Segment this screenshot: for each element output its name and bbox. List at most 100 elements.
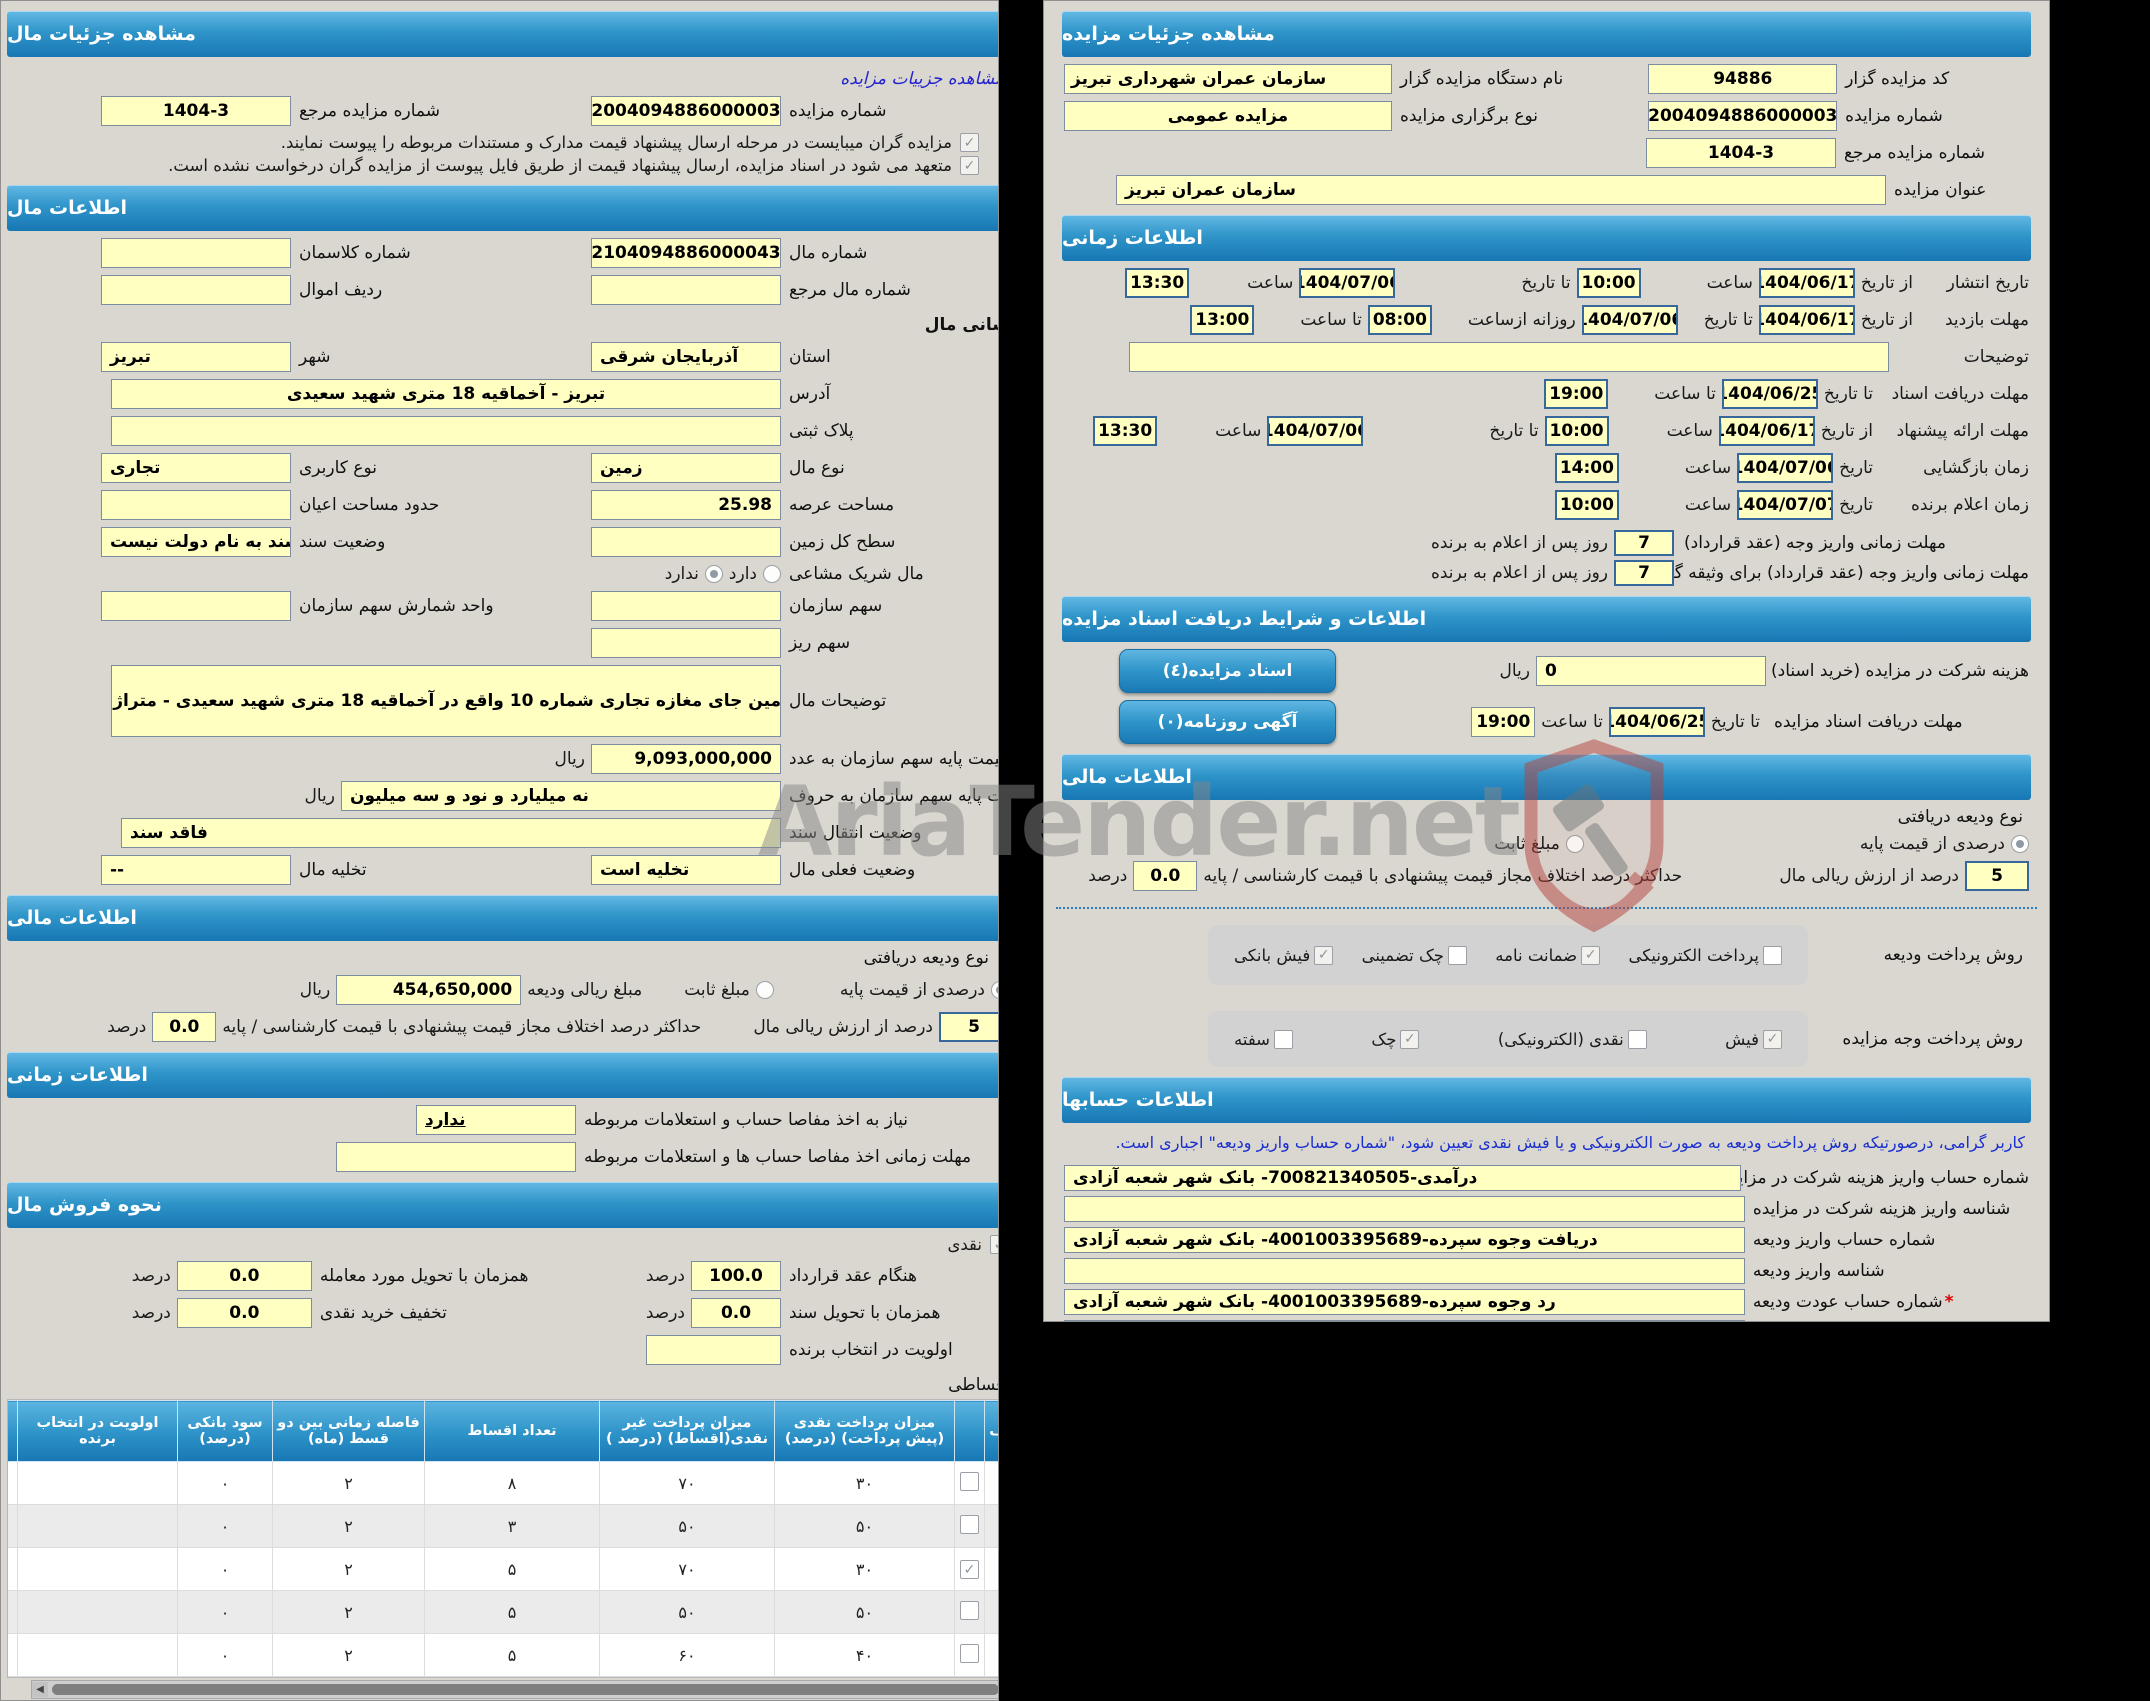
offer-to-time[interactable]: 13:30 [1093,416,1158,446]
winner-announce-date[interactable]: 1404/07/07 [1737,490,1834,520]
moshaa-no-radio[interactable] [704,565,723,583]
notice-checkbox-2[interactable] [960,156,979,175]
docs-receive-date[interactable]: 1404/06/25 [1608,707,1705,737]
payment-method-checkbox[interactable] [1581,945,1601,965]
takhlie-field[interactable]: -- [101,855,291,885]
percent-of-base-radio-r[interactable] [2011,835,2029,853]
publish-to-date[interactable]: 1404/07/06 [1299,268,1396,298]
opening-date[interactable]: 1404/07/06 [1737,453,1834,483]
enteghal-field[interactable]: فاقد سند [121,818,781,848]
row-select-checkbox[interactable] [960,1643,979,1663]
sath-field[interactable] [591,527,781,557]
mal-tozihat-field[interactable]: قطعه زمین جای مغازه تجاری شماره 10 واقع … [111,665,781,737]
deposit-percent-field[interactable]: 5 [939,1012,998,1042]
visit-daily-from-time[interactable]: 08:00 [1367,305,1432,335]
payment-method-checkbox[interactable] [1314,945,1334,965]
visit-from-date[interactable]: 1404/06/17 [1758,305,1855,335]
auctioneer-org-field[interactable]: سازمان عمران شهرداری تبریز [1064,64,1392,94]
payment-method-checkbox[interactable] [1400,1029,1420,1049]
shahr-field[interactable]: تبریز [101,342,291,372]
moshaa-yes-radio[interactable] [763,565,781,583]
account-field[interactable]: درآمدی-700821340505- بانک شهر شعبه آزادی [1064,1165,1741,1191]
price-num-field[interactable]: 9,093,000,000 [591,744,781,774]
cash-discount-field[interactable]: 0.0 [176,1298,312,1328]
sahm-field[interactable] [591,591,781,621]
scroll-left-arrow[interactable]: ◀ [32,1682,48,1697]
newspaper-ad-button[interactable]: آگهی روزنامه(۰) [1119,700,1336,744]
deed-payment-field[interactable]: 0.0 [691,1298,781,1328]
row-select-checkbox[interactable] [960,1560,979,1580]
payment-method-checkbox[interactable] [1763,1029,1782,1049]
vaziat-field[interactable]: تخلیه است [591,855,781,885]
account-field[interactable]: دریافت وجوه سپرده-4001003395689- بانک شه… [1064,1227,1745,1253]
vahed-field[interactable] [101,591,291,621]
auction-number-field[interactable]: 2004094886000003 [591,96,781,126]
row-select-checkbox[interactable] [960,1600,979,1620]
publish-from-date[interactable]: 1404/06/17 [1758,268,1855,298]
percent-of-base-radio[interactable] [991,981,998,999]
pelak-field[interactable] [111,416,781,446]
deposit-amount-field[interactable]: 454,650,000 [336,975,522,1005]
sanad-field[interactable]: سند به نام دولت نیست [101,527,291,557]
price-txt-field[interactable]: نه میلیارد و نود و سه میلیون [341,781,781,811]
mal-no-field[interactable]: 2104094886000043 [591,238,781,268]
radif-field[interactable] [101,275,291,305]
arseh-field[interactable]: 25.98 [591,490,781,520]
notice-checkbox-1[interactable] [960,133,979,152]
offer-from-date[interactable]: 1404/06/17 [1718,416,1815,446]
mafasa-field[interactable]: ندارد [416,1105,576,1135]
view-auction-details-link[interactable]: مشاهده جزییات مزایده [840,69,999,89]
publish-to-time[interactable]: 13:30 [1125,268,1190,298]
adres-field[interactable]: تبریز - آخماقیه 18 متری شهید سعیدی [111,379,781,409]
auction-ref-field[interactable]: 1404-3 [101,96,291,126]
payment-method-checkbox[interactable] [1447,945,1467,965]
offer-to-date[interactable]: 1404/07/06 [1267,416,1364,446]
deposit-percent-field-r[interactable]: 5 [1965,861,2029,891]
time-tozihat-field[interactable] [1129,342,1889,372]
account-field[interactable]: درآمدی-700821340505- بانک شهر شعبه آزادی [1064,1320,1745,1321]
scrollbar-thumb[interactable] [52,1684,998,1695]
participation-fee-field[interactable]: 0 [1536,656,1766,686]
fixed-amount-radio[interactable] [755,981,774,999]
max-diff-field-r[interactable]: 0.0 [1133,861,1198,891]
visit-daily-to-time[interactable]: 13:00 [1190,305,1255,335]
classman-field[interactable] [101,238,291,268]
auction-title-field[interactable]: سازمان عمران تبریز [1116,175,1886,205]
auction-docs-button[interactable]: اسناد مزایده(٤) [1119,649,1336,693]
fixed-amount-radio-r[interactable] [1565,835,1584,853]
auction-no-field-r[interactable]: 2004094886000003 [1648,101,1838,131]
payment-deadline-field[interactable]: 7 [1614,530,1674,556]
docs-deadline-date[interactable]: 1404/06/25 [1721,379,1818,409]
mafasa-deadline-field[interactable] [336,1142,576,1172]
delivery-payment-field[interactable]: 0.0 [176,1261,312,1291]
account-field[interactable]: رد وجوه سپرده-4001003395689- بانک شهر شع… [1064,1289,1745,1315]
payment-method-checkbox[interactable] [1627,1029,1647,1049]
docs-deadline-time[interactable]: 19:00 [1544,379,1609,409]
payment-method-checkbox[interactable] [1763,945,1782,965]
max-diff-field[interactable]: 0.0 [152,1012,217,1042]
docs-receive-time[interactable]: 19:00 [1471,707,1536,737]
opening-time[interactable]: 14:00 [1554,453,1619,483]
mal-type-field[interactable]: زمین [591,453,781,483]
winner-priority-field[interactable] [646,1335,781,1365]
row-select-checkbox[interactable] [960,1471,979,1491]
visit-to-date[interactable]: 1404/07/06 [1581,305,1678,335]
account-field[interactable] [1064,1196,1745,1222]
payment-method-checkbox[interactable] [1274,1029,1293,1049]
guarantor-payment-deadline-field[interactable]: 7 [1614,560,1674,586]
auctioneer-code-field[interactable]: 94886 [1648,64,1838,94]
table-horizontal-scrollbar[interactable]: ◀ ▶ [31,1680,998,1699]
row-select-checkbox[interactable] [960,1514,979,1534]
auction-ref-field-r[interactable]: 1404-3 [1646,138,1836,168]
offer-from-time[interactable]: 10:00 [1544,416,1609,446]
ostan-field[interactable]: آذربایجان شرقی [591,342,781,372]
account-field[interactable] [1064,1258,1745,1284]
sahmriz-field[interactable] [591,628,781,658]
winner-announce-time[interactable]: 10:00 [1554,490,1619,520]
auction-type-field[interactable]: مزایده عمومی [1064,101,1392,131]
ayan-field[interactable] [101,490,291,520]
mal-ref-field[interactable] [591,275,781,305]
karbari-field[interactable]: تجاری [101,453,291,483]
publish-from-time[interactable]: 10:00 [1576,268,1641,298]
contract-payment-field[interactable]: 100.0 [691,1261,781,1291]
